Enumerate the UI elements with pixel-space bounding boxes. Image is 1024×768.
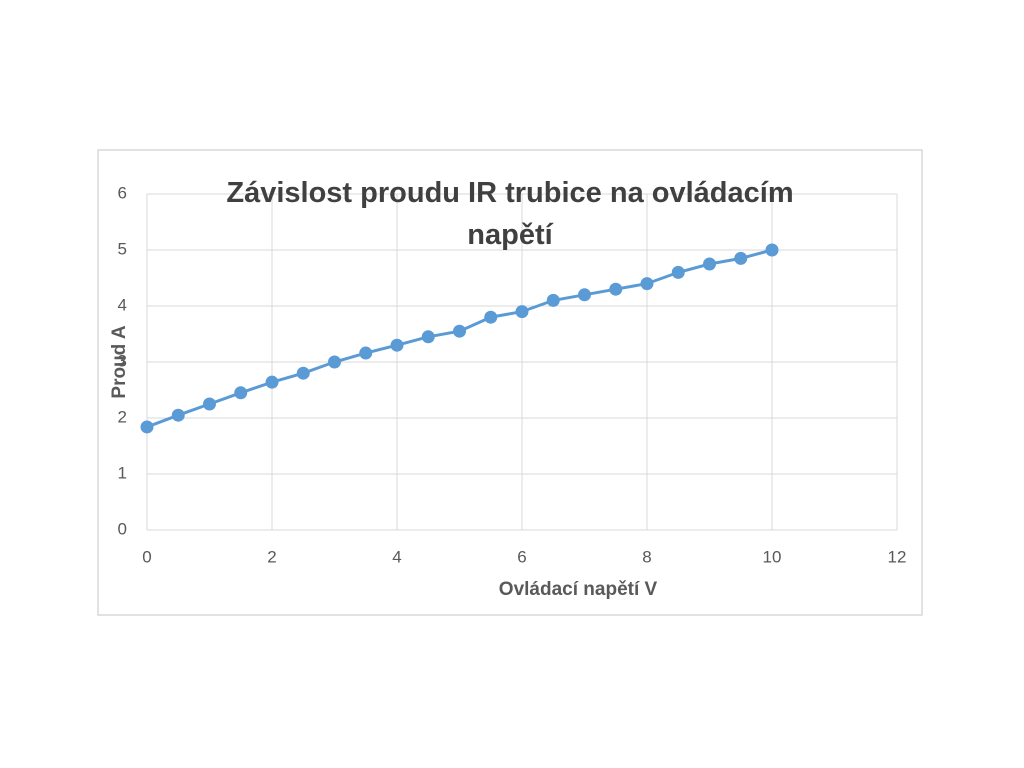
chart-border (97, 149, 923, 616)
data-point (390, 338, 404, 352)
data-point (421, 330, 435, 344)
x-tick-label: 2 (267, 547, 276, 566)
data-point (265, 375, 279, 389)
x-tick-label: 12 (888, 547, 907, 566)
data-point (671, 265, 685, 279)
data-point (734, 251, 748, 265)
data-point (484, 310, 498, 324)
y-tick-label: 6 (118, 183, 127, 202)
y-tick-label: 1 (118, 463, 127, 482)
data-point (578, 288, 591, 302)
data-point (359, 346, 373, 360)
data-point (546, 293, 560, 307)
x-tick-label: 0 (142, 547, 151, 566)
x-tick-label: 4 (392, 547, 401, 566)
y-tick-label: 2 (118, 407, 127, 426)
x-axis-title: Ovládací napětí V (499, 579, 658, 600)
data-point (203, 397, 216, 411)
x-tick-label: 8 (642, 547, 651, 566)
data-point (640, 277, 654, 291)
data-point (328, 355, 341, 369)
x-tick-label: 10 (763, 547, 782, 566)
y-tick-label: 0 (118, 519, 127, 538)
chart-title: Závislost proudu IR trubice na ovládacím… (226, 177, 793, 251)
data-point (515, 305, 529, 319)
y-axis-title: Proud A (109, 325, 130, 398)
data-point (609, 282, 623, 296)
data-point (453, 324, 466, 338)
y-tick-label: 5 (118, 239, 127, 258)
y-tick-label: 3 (118, 351, 127, 370)
data-point (703, 257, 716, 271)
y-tick-label: 4 (118, 295, 127, 314)
x-tick-label: 6 (517, 547, 526, 566)
data-point (171, 408, 185, 422)
data-point (296, 366, 310, 380)
data-point (765, 243, 779, 257)
data-point (234, 386, 248, 400)
data-point (140, 420, 154, 434)
